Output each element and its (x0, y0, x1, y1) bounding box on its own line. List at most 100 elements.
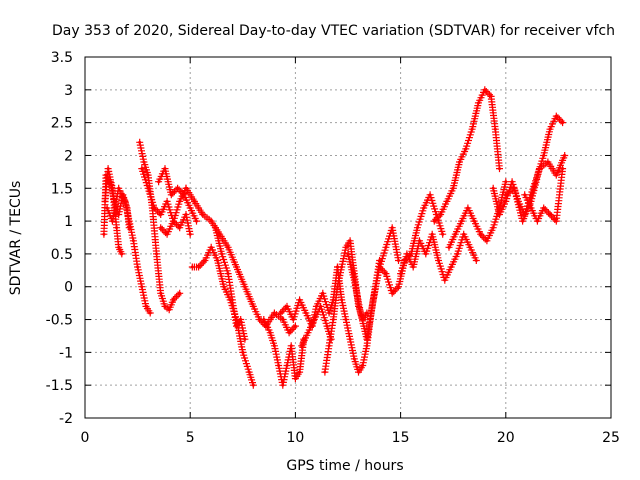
data-point (548, 127, 552, 131)
data-series (100, 86, 569, 389)
data-point (464, 147, 468, 151)
data-point (234, 265, 238, 269)
data-point (439, 213, 443, 217)
data-point (344, 318, 348, 322)
series-seg2 (101, 165, 126, 258)
y-tick-label: 1 (64, 214, 73, 230)
y-axis-ticks: -2 -1.5 -1 -0.5 0 0.5 1 1.5 2 2.5 3 3.5 (46, 50, 611, 427)
data-point (365, 344, 369, 348)
data-point (476, 101, 480, 105)
data-point (422, 206, 426, 210)
data-point (542, 153, 546, 157)
data-point (497, 213, 501, 217)
data-point (209, 245, 213, 249)
data-point (331, 318, 335, 322)
data-point (298, 298, 302, 302)
data-point (241, 350, 245, 354)
x-axis-ticks: 0 5 10 15 20 25 (81, 57, 620, 446)
data-point (148, 311, 152, 315)
data-point (384, 272, 388, 276)
data-point (188, 232, 192, 236)
data-point (251, 304, 255, 308)
data-point (344, 245, 348, 249)
series-seg10 (211, 224, 249, 343)
data-point (447, 245, 451, 249)
data-point (554, 114, 558, 118)
series-seg18 (397, 230, 480, 284)
data-point (226, 245, 230, 249)
data-point (468, 245, 472, 249)
data-point (117, 245, 121, 249)
data-point (352, 278, 356, 282)
data-point (110, 219, 114, 223)
data-point (432, 219, 436, 223)
y-axis-label: SDTVAR / TECUs (8, 181, 24, 296)
data-point (268, 331, 272, 335)
data-point (258, 318, 262, 322)
data-point (325, 324, 329, 328)
data-point (491, 226, 495, 230)
data-point (535, 219, 539, 223)
data-point (346, 252, 350, 256)
data-point (176, 186, 180, 190)
y-tick-label: -0.5 (46, 313, 73, 329)
data-point (103, 199, 107, 203)
data-point (430, 232, 434, 236)
data-point (293, 324, 297, 328)
x-tick-label: 0 (81, 430, 90, 446)
data-point (281, 383, 285, 387)
data-point (117, 186, 121, 190)
data-point (390, 226, 394, 230)
data-point (178, 199, 182, 203)
data-point (327, 311, 331, 315)
data-point (138, 140, 142, 144)
data-point (474, 258, 478, 262)
data-point (561, 121, 565, 125)
series-seg11 (260, 316, 308, 389)
data-point (142, 160, 146, 164)
y-tick-label: 0.5 (51, 247, 73, 263)
data-point (485, 239, 489, 243)
data-point (563, 153, 567, 157)
data-point (140, 285, 144, 289)
data-point (384, 245, 388, 249)
data-point (312, 318, 316, 322)
data-point (220, 252, 224, 256)
x-tick-label: 5 (186, 430, 195, 446)
data-point (239, 318, 243, 322)
data-point (409, 252, 413, 256)
data-point (327, 344, 331, 348)
data-point (306, 331, 310, 335)
series-seg19 (430, 86, 503, 225)
data-point (359, 311, 363, 315)
data-point (262, 318, 266, 322)
y-tick-label: 0 (64, 280, 73, 296)
data-point (466, 206, 470, 210)
data-point (159, 213, 163, 217)
data-point (136, 265, 140, 269)
data-point (155, 252, 159, 256)
data-point (171, 219, 175, 223)
data-point (167, 308, 171, 312)
data-point (396, 258, 400, 262)
data-point (216, 258, 220, 262)
data-point (491, 186, 495, 190)
data-point (523, 193, 527, 197)
data-point (453, 232, 457, 236)
series-seg3 (103, 184, 154, 317)
data-point (504, 199, 508, 203)
data-point (102, 232, 106, 236)
data-point (321, 291, 325, 295)
data-point (203, 258, 207, 262)
series-seg23 (521, 165, 567, 225)
y-tick-label: 3.5 (51, 50, 73, 66)
data-point (120, 252, 124, 256)
series-seg22 (502, 152, 569, 225)
data-point (470, 127, 474, 131)
data-point (455, 252, 459, 256)
data-point (436, 258, 440, 262)
data-point (192, 199, 196, 203)
y-tick-label: 2 (64, 148, 73, 164)
data-point (546, 160, 550, 164)
y-tick-label: 1.5 (51, 181, 73, 197)
